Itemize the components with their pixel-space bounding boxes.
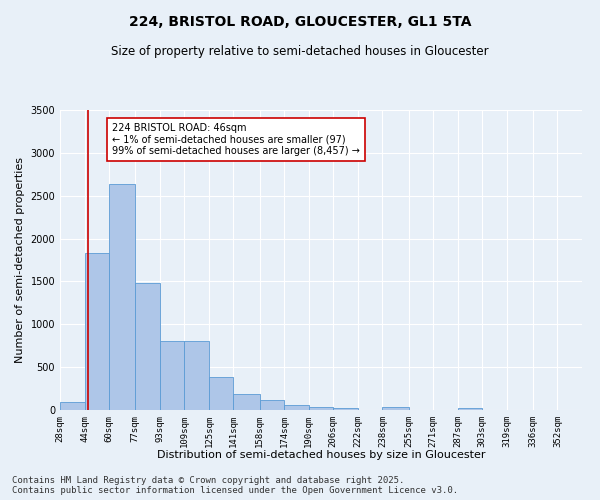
- Text: 224, BRISTOL ROAD, GLOUCESTER, GL1 5TA: 224, BRISTOL ROAD, GLOUCESTER, GL1 5TA: [129, 15, 471, 29]
- Text: Size of property relative to semi-detached houses in Gloucester: Size of property relative to semi-detach…: [111, 45, 489, 58]
- Bar: [260, 400, 284, 410]
- Text: 224 BRISTOL ROAD: 46sqm
← 1% of semi-detached houses are smaller (97)
99% of sem: 224 BRISTOL ROAD: 46sqm ← 1% of semi-det…: [112, 123, 360, 156]
- Bar: [333, 408, 358, 410]
- Bar: [458, 408, 482, 410]
- Text: Contains HM Land Registry data © Crown copyright and database right 2025.
Contai: Contains HM Land Registry data © Crown c…: [12, 476, 458, 495]
- Bar: [60, 402, 85, 410]
- Bar: [135, 283, 160, 410]
- Bar: [309, 406, 333, 410]
- Y-axis label: Number of semi-detached properties: Number of semi-detached properties: [15, 157, 25, 363]
- Bar: [209, 376, 233, 410]
- Bar: [382, 408, 409, 410]
- Bar: [160, 340, 184, 410]
- Bar: [85, 253, 109, 410]
- Bar: [184, 340, 209, 410]
- Bar: [233, 394, 260, 410]
- X-axis label: Distribution of semi-detached houses by size in Gloucester: Distribution of semi-detached houses by …: [157, 450, 485, 460]
- Bar: [109, 184, 135, 410]
- Bar: [284, 406, 309, 410]
